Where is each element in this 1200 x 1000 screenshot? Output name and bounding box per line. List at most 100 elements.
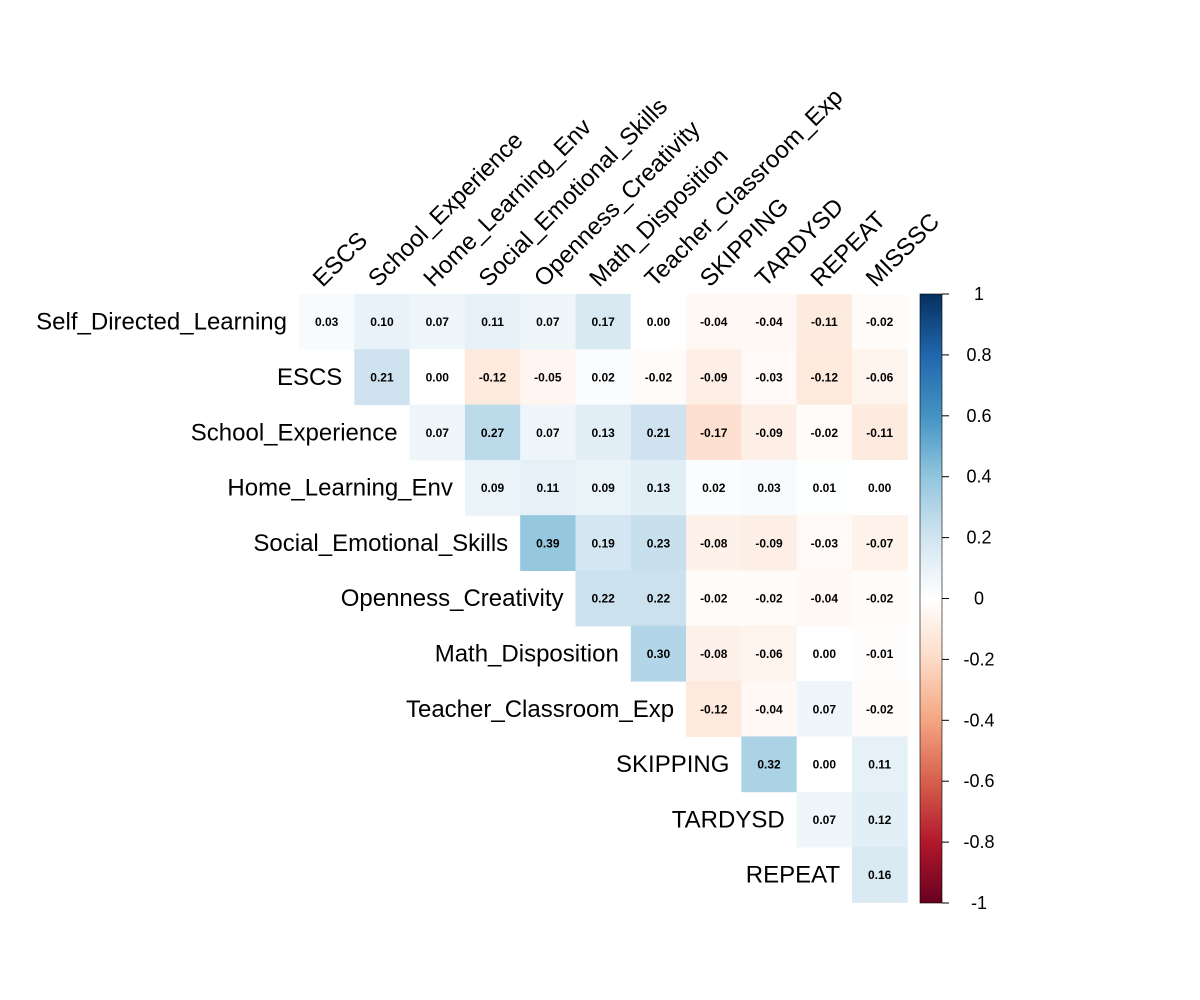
cell-value-label: 0.12 [868,813,892,827]
cell-value-label: -0.02 [645,370,673,384]
cell-value-label: 0.03 [757,481,781,495]
cell-value-label: -0.17 [700,426,728,440]
cell-value-label: 0.07 [426,315,450,329]
heatmap-cell [686,625,742,682]
heatmap-cell [852,349,908,406]
cell-value-label: -0.09 [700,370,728,384]
heatmap-cell [796,625,853,682]
cell-value-label: 0.13 [591,426,615,440]
heatmap-cell [464,349,521,406]
heatmap-cell [852,625,908,682]
heatmap-cell [852,404,908,461]
row-label: REPEAT [746,862,841,889]
cell-value-label: 0.07 [813,813,837,827]
row-label: SKIPPING [616,751,729,778]
row-label: TARDYSD [672,806,785,833]
cell-value-label: 0.00 [813,758,837,772]
row-label: Home_Learning_Env [227,475,452,502]
heatmap-cell [852,681,908,737]
heatmap-cell [796,349,853,406]
cell-value-label: 0.00 [868,481,892,495]
cell-value-label: 0.10 [370,315,394,329]
cell-value-label: -0.04 [700,315,728,329]
row-labels: Self_Directed_Learning ESCS School_Experie… [36,309,840,889]
heatmap-cell [299,294,355,350]
heatmap-cell [686,404,742,461]
cell-value-label: -0.03 [811,536,839,550]
heatmap-cell [464,294,521,350]
heatmap-cell [630,349,687,406]
heatmap-cells [299,294,908,903]
heatmap-cell [852,736,908,793]
colorbar-tick-label: 1 [974,284,984,304]
cell-value-label: -0.02 [866,315,894,329]
cell-value-label: 0.21 [647,426,671,440]
heatmap-cell [630,570,687,627]
colorbar-ticks: 1 0.8 0.6 0.4 0.2 0 -0.2 -0.4 -0.6 -0.8 -1 [942,284,995,913]
cell-value-label: -0.12 [811,370,839,384]
colorbar-tick-label: 0 [974,589,984,609]
cell-value-label: -0.02 [866,592,894,606]
heatmap-cell [741,736,798,793]
heatmap-cell [464,459,521,516]
cell-value-label: 0.07 [536,426,560,440]
heatmap-cell [520,294,576,350]
cell-value-label: -0.12 [700,702,728,716]
heatmap-cell [796,736,853,793]
cell-value-label: 0.03 [315,315,339,329]
row-label: Math_Disposition [435,640,619,667]
heatmap-cell [852,515,908,571]
cell-value-label: 0.23 [647,536,671,550]
heatmap-cell [741,515,798,571]
colorbar-tick-label: 0.6 [966,406,991,426]
cell-value-label: -0.09 [755,426,783,440]
cell-value-label: 0.19 [591,536,615,550]
heatmap-cell [686,294,742,350]
row-label: School_Experience [191,419,398,446]
cell-value-label: 0.27 [481,426,505,440]
heatmap-cell [686,349,742,406]
cell-value-label: -0.04 [811,592,839,606]
cell-value-label: -0.02 [755,592,783,606]
heatmap-cell [409,404,466,461]
cell-value-label: 0.02 [702,481,726,495]
colorbar-tick-label: 0.8 [966,345,991,365]
heatmap-cell [630,515,687,571]
colorbar-tick-label: 0.2 [966,528,991,548]
heatmap-cell [852,847,908,903]
cell-value-label: -0.02 [811,426,839,440]
cell-value-label: 0.00 [813,647,837,661]
cell-value-label: -0.03 [755,370,783,384]
column-labels: ESCSSchool_ExperienceHome_Learning_EnvSo… [308,84,945,293]
cell-value-label: 0.21 [370,370,394,384]
heatmap-cell [630,294,687,350]
cell-value-label: 0.22 [591,592,615,606]
cell-value-label: 0.17 [591,315,615,329]
heatmap-cell [796,459,853,516]
colorbar-tick-label: -0.4 [963,710,994,730]
row-label: Self_Directed_Learning [36,309,287,336]
cell-value-label: 0.11 [868,758,891,772]
heatmap-cell [686,459,742,516]
colorbar-tick-label: -0.8 [963,832,994,852]
heatmap-cell [686,681,742,737]
heatmap-cell [520,349,576,406]
cell-value-label: -0.04 [755,315,783,329]
heatmap-cell [464,404,521,461]
cell-value-label: 0.22 [647,592,671,606]
cell-value-label: 0.00 [426,370,450,384]
heatmap-cell [520,515,576,571]
heatmap-cell [520,404,576,461]
heatmap-cell [630,404,687,461]
heatmap-cell [741,681,798,737]
heatmap-cell [852,459,908,516]
cell-value-label: -0.08 [700,536,728,550]
heatmap-cell [796,294,853,350]
heatmap-cell [686,570,742,627]
colorbar-tick-label: -1 [971,893,987,913]
cell-value-label: -0.02 [700,592,728,606]
heatmap-cell [741,349,798,406]
colorbar-tick-label: -0.2 [963,649,994,669]
heatmap-cell [741,625,798,682]
cell-value-label: -0.12 [479,370,507,384]
